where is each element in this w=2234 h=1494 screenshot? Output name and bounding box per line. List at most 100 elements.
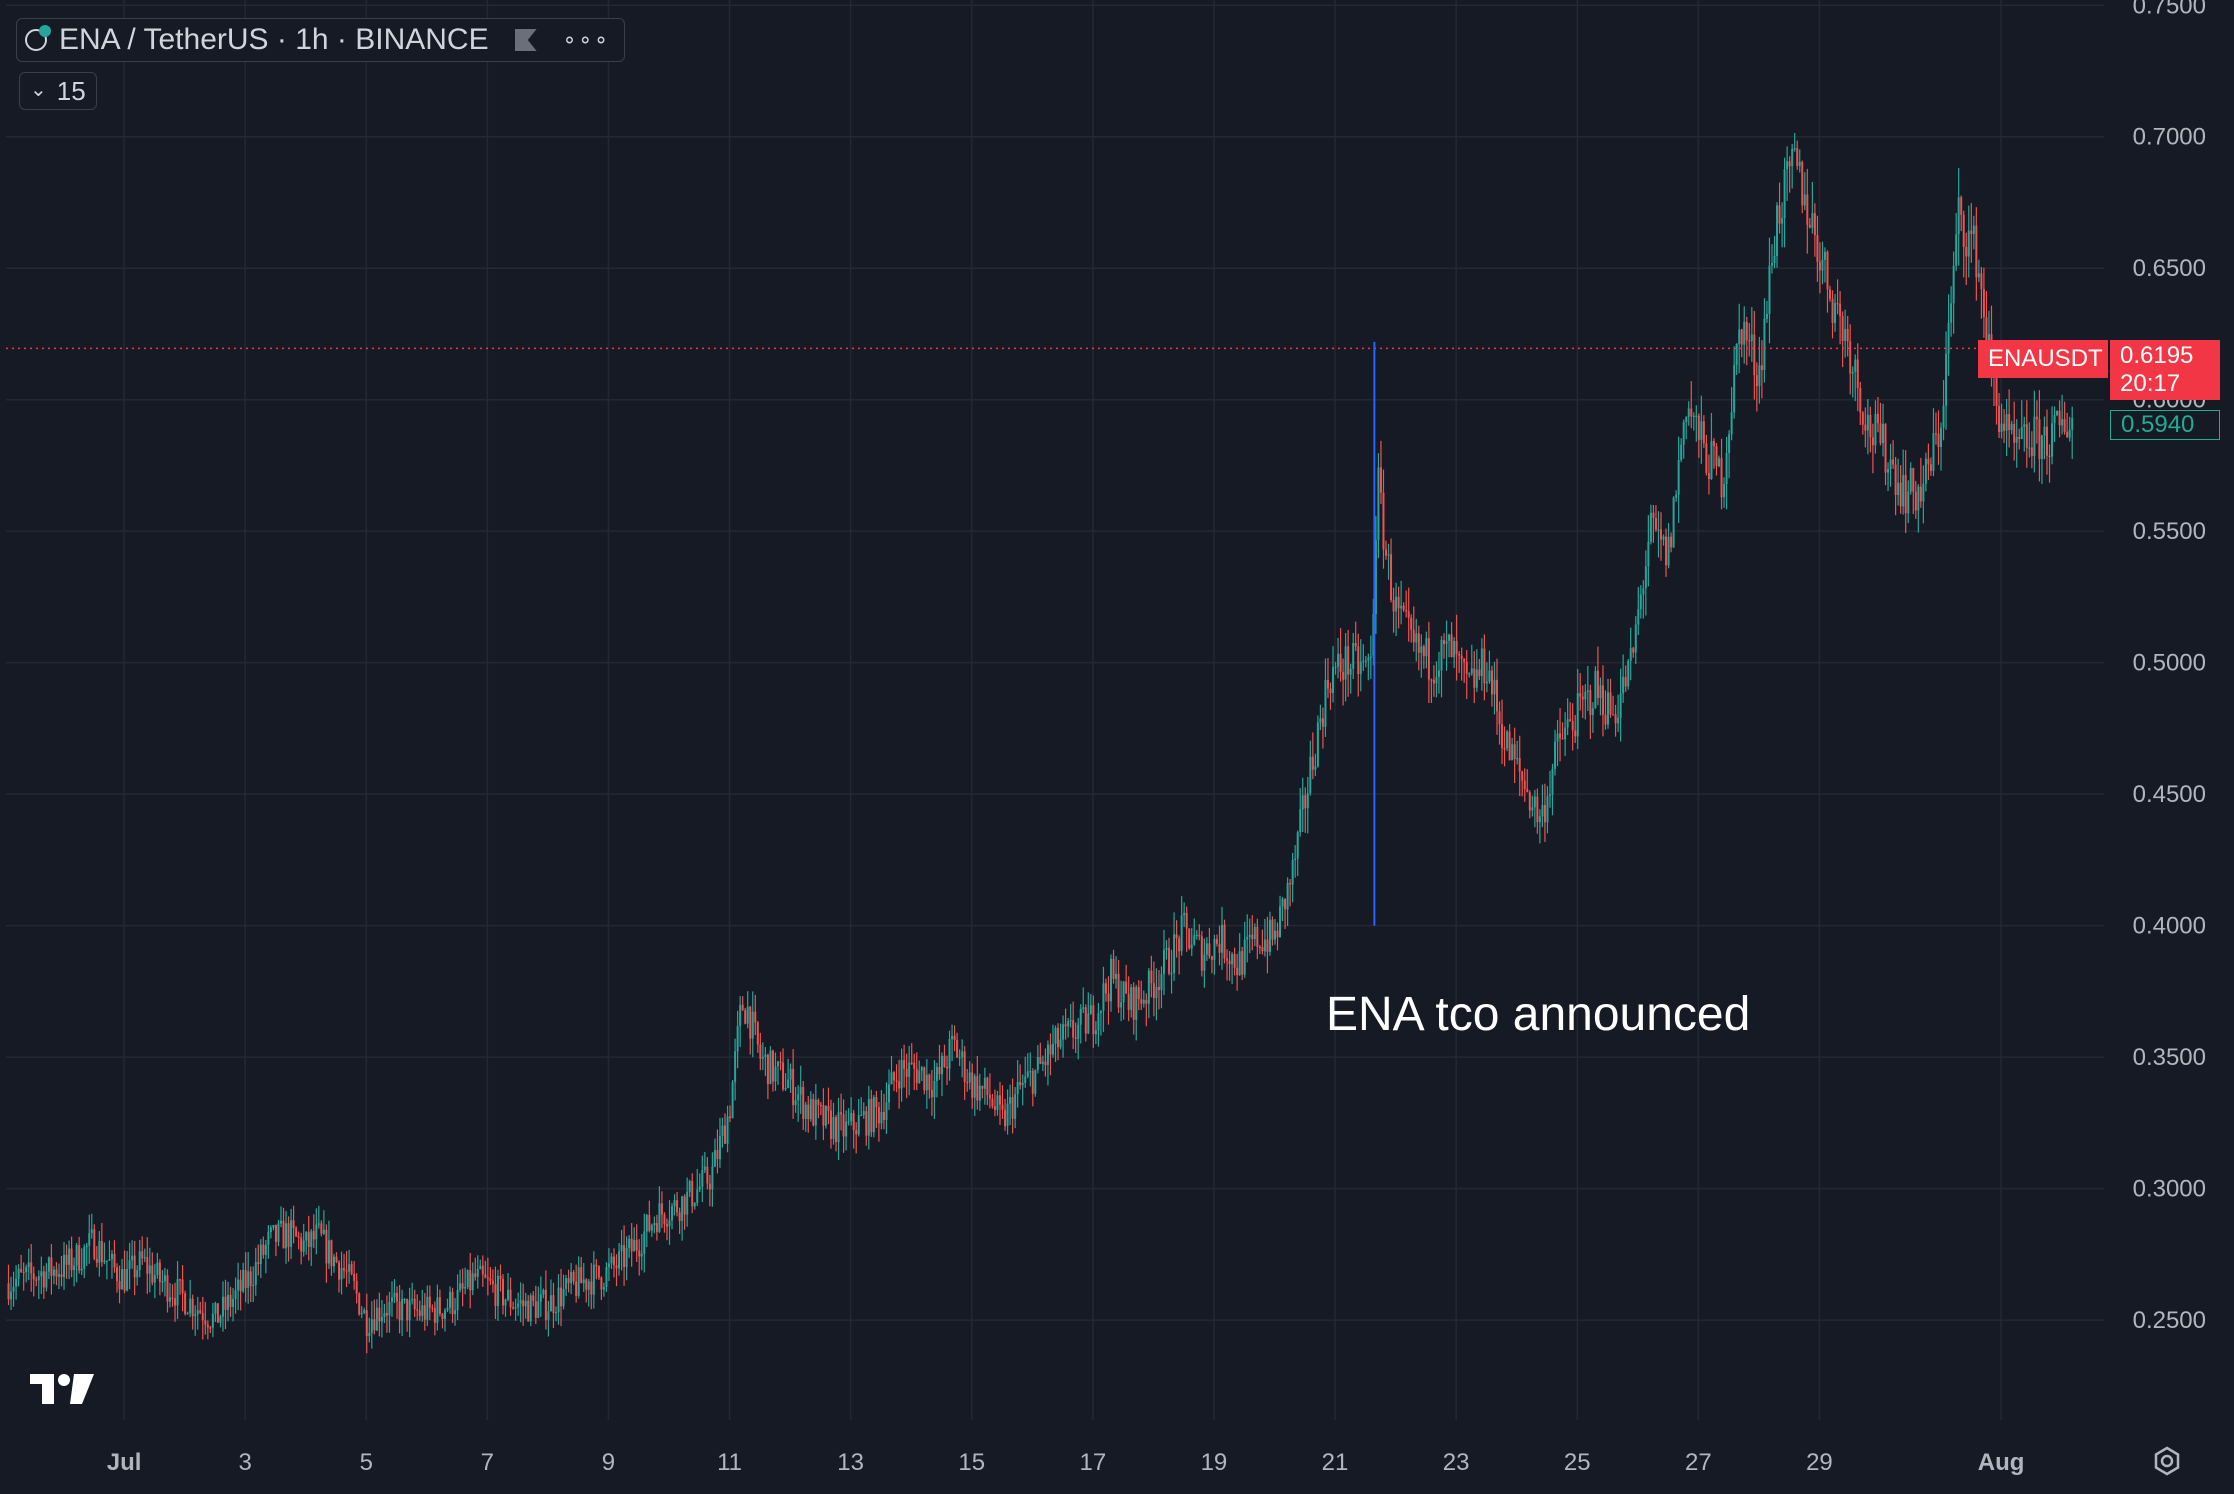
more-dots-icon[interactable]: ∘∘∘ [562,27,610,52]
candle-body [1400,605,1403,609]
candle-body [547,1311,550,1320]
candle [1528,790,1531,819]
candle-body [595,1264,598,1266]
tradingview-logo-icon[interactable] [30,1372,94,1406]
candle-body [1773,255,1776,263]
candle [2010,420,2013,435]
candle [70,1236,73,1278]
flag-icon[interactable] [514,29,537,51]
candle [496,1269,499,1321]
current-price-value: 0.6195 [2120,342,2194,369]
candle-body [227,1294,230,1310]
candle [1526,769,1529,793]
candle-body [1485,681,1488,684]
candle-body [1395,596,1398,612]
candle [953,1025,956,1052]
candle-body [1528,792,1531,811]
candle-body [701,1169,704,1187]
candle-body [1284,898,1287,910]
candle [2003,409,2006,444]
candle [1420,634,1423,678]
candle [1755,362,1758,412]
candle [504,1298,507,1317]
candle [2028,422,2031,458]
candle-body [1564,727,1567,740]
indicators-toggle-button[interactable]: ⌄ 15 [19,72,97,110]
candle-body [232,1299,235,1308]
candle [1647,515,1650,587]
symbol-legend[interactable]: ENA / TetherUS · 1h · BINANCE ∘∘∘ [16,18,625,62]
candle-body [1168,947,1171,974]
candle [254,1247,257,1296]
candle-body [1884,423,1887,473]
candle [423,1293,426,1331]
candle [1410,614,1413,643]
candle [1667,523,1670,569]
candle-body [966,1081,969,1084]
candle [143,1248,146,1263]
candle-body [1135,987,1138,1020]
candle [300,1232,303,1265]
candle-body [1637,609,1640,625]
candle-body [1902,475,1905,507]
candle [1763,298,1766,383]
candle-body [1518,758,1521,772]
candle-body [1506,731,1509,749]
candle [1781,202,1784,248]
candle-body [1576,693,1579,737]
candle [1296,830,1299,876]
candle [1147,967,1150,1019]
candle-body [1011,1097,1014,1119]
candle [840,1093,843,1131]
candle [310,1229,313,1266]
candle-body [713,1150,716,1167]
candle-body [459,1283,462,1291]
candle [1818,242,1821,294]
candle [938,1044,941,1080]
candle [817,1098,820,1119]
candle-body [123,1269,126,1291]
candle-body [1253,926,1256,940]
candle-body [2030,447,2033,457]
candle-body [1417,633,1420,653]
candle [1344,632,1347,702]
candle [1846,315,1849,357]
candle-body [1145,999,1148,1004]
candle [1309,740,1312,796]
candle [835,1114,838,1152]
candle [307,1215,310,1261]
candle [1241,946,1244,981]
candle [1160,966,1163,1009]
candle-body [105,1260,108,1262]
candle-body [1834,303,1837,323]
candle [161,1270,164,1293]
candle-body [847,1121,850,1123]
candle [1271,916,1274,946]
candle-body [1826,251,1829,290]
candle [920,1065,923,1081]
candle [875,1090,878,1128]
time-axis-label: 25 [1564,1449,1591,1476]
candle [1952,251,1955,334]
candle [1326,658,1329,699]
candle-body [1180,915,1183,952]
candle [1228,950,1231,981]
candle-body [310,1231,313,1248]
candle [744,1007,747,1025]
candle [940,1052,943,1097]
candle-body [1329,688,1332,693]
candle-body [1765,314,1768,319]
candle-body [852,1113,855,1131]
settings-gear-icon[interactable] [2152,1446,2182,1476]
candle-body [1526,789,1529,793]
candle [961,1039,964,1078]
candle [1016,1060,1019,1108]
candle-body [174,1298,177,1306]
candle [166,1269,169,1313]
candle-body [1276,930,1279,938]
candle [638,1239,641,1276]
candle [1221,906,1224,970]
candle [1009,1084,1012,1126]
